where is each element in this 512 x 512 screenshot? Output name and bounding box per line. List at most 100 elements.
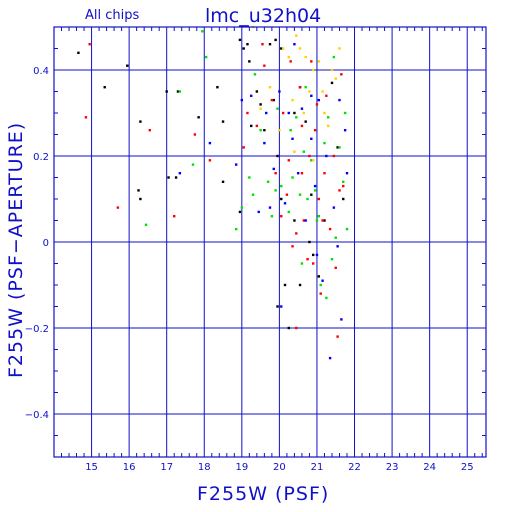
data-point [251,193,255,196]
data-point [334,236,337,239]
data-point [334,266,337,269]
data-point [334,77,337,80]
data-point [274,38,277,42]
data-point [261,43,264,46]
data-point [238,38,242,42]
x-tick-label: 21 [311,462,324,473]
data-point [283,202,287,205]
data-point [319,292,322,295]
data-point [306,197,309,201]
data-point [327,124,330,128]
data-point [319,283,322,287]
data-point [274,172,277,175]
data-point [234,227,238,231]
data-point [270,215,274,218]
y-tick-label: −0.4 [25,410,49,421]
data-point [238,210,242,214]
data-point [310,159,313,162]
data-point [310,137,313,140]
data-point [246,43,249,46]
y-tick-label: 0.4 [33,66,49,77]
data-point [255,124,259,128]
x-tick-label: 17 [160,462,173,473]
data-point [246,111,249,115]
data-point [300,107,304,110]
data-point [298,86,302,89]
y-tick-label: 0.2 [33,152,49,163]
data-point [285,193,289,196]
data-point [325,296,328,300]
data-point [330,81,334,85]
data-point [216,86,219,89]
data-point [248,176,251,179]
data-point [302,111,306,115]
data-point [201,30,204,33]
data-point [300,172,304,175]
data-point [274,189,277,192]
data-point [338,189,341,192]
chart-title: lmc_u32h04 [205,5,321,27]
data-point [336,245,339,248]
data-point [176,90,180,93]
data-point [240,98,244,102]
data-point [178,90,182,93]
data-point [330,258,334,261]
data-point [296,172,300,175]
data-point [174,176,178,179]
data-point [257,210,260,214]
data-point [165,90,168,93]
data-point [291,137,294,140]
data-point [287,55,290,59]
data-point [270,98,274,102]
data-point [276,107,279,110]
x-tick-label: 23 [386,462,399,473]
data-point [276,305,279,308]
data-point [144,223,148,226]
data-point [338,47,341,50]
data-point [295,326,298,330]
data-point [139,197,142,201]
data-point [265,111,268,115]
y-tick-label: −0.2 [25,324,49,335]
data-point [312,253,315,257]
data-point [295,232,298,235]
data-point [321,279,324,282]
data-point [304,219,307,222]
data-point [291,176,294,179]
data-point [280,47,283,50]
data-point [287,111,290,115]
data-point [126,64,129,67]
data-point [317,275,321,278]
data-point [295,116,298,119]
data-point [116,206,120,209]
data-point [259,129,262,132]
data-point [310,94,313,97]
data-point [148,129,151,132]
data-point [253,73,257,76]
data-point [178,172,182,175]
x-tick-label: 16 [123,462,136,473]
data-point [323,219,326,222]
data-point [313,184,317,188]
data-point [287,159,290,162]
data-point [268,86,272,89]
data-point [312,159,315,162]
data-point [317,197,321,201]
data-point [276,154,279,158]
axis-ticks [54,26,486,458]
data-point [332,55,336,59]
data-point [315,219,319,222]
data-point [263,64,266,67]
data-point [272,167,275,171]
data-point [240,206,244,209]
data-point [221,120,225,123]
y-tick-label: 0 [43,238,49,249]
data-point [204,55,208,59]
data-point [289,60,292,63]
data-point [248,60,251,63]
data-point [255,90,259,93]
data-point [278,90,281,93]
data-point [293,219,296,222]
data-point [315,103,319,106]
data-point [321,219,324,222]
